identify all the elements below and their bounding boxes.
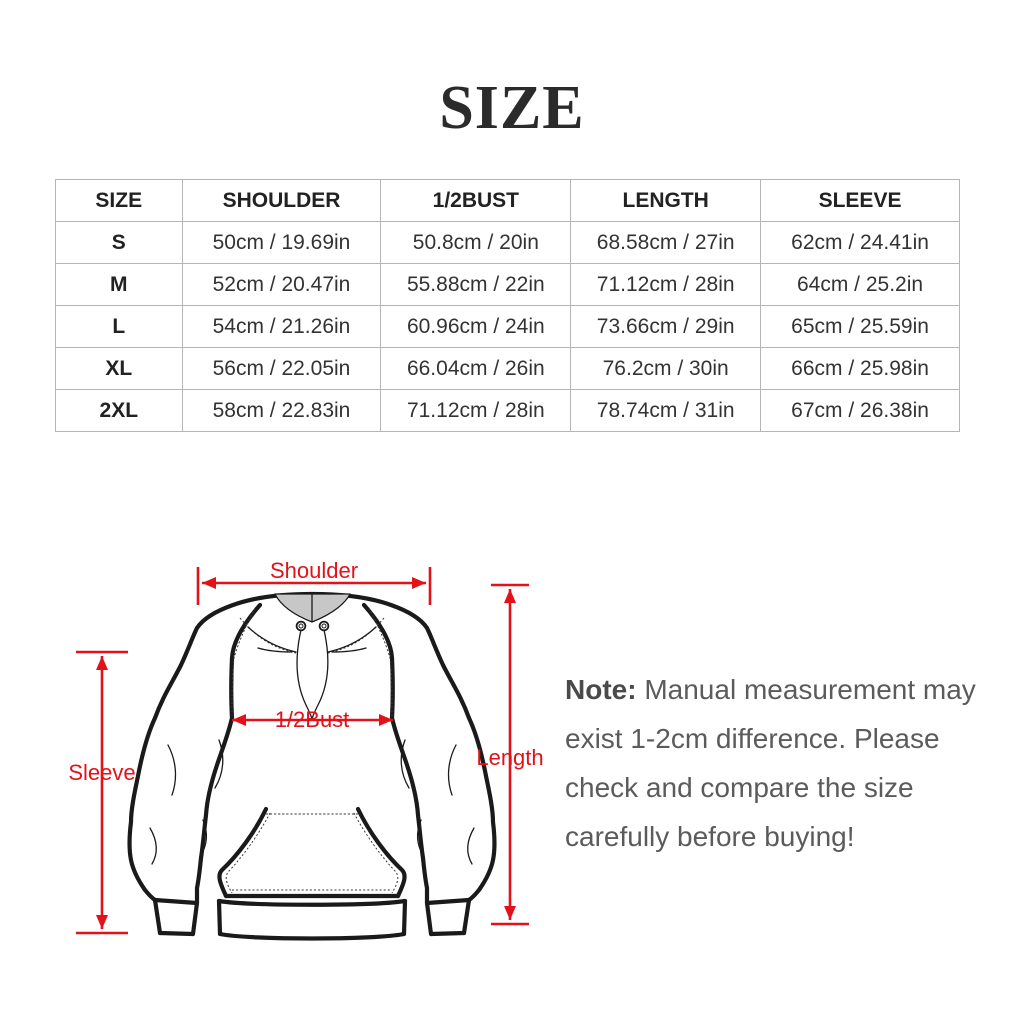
svg-text:Length: Length (476, 745, 543, 770)
svg-text:Sleeve: Sleeve (68, 760, 135, 785)
svg-text:1/2Bust: 1/2Bust (275, 707, 350, 732)
svg-text:Shoulder: Shoulder (270, 558, 358, 583)
